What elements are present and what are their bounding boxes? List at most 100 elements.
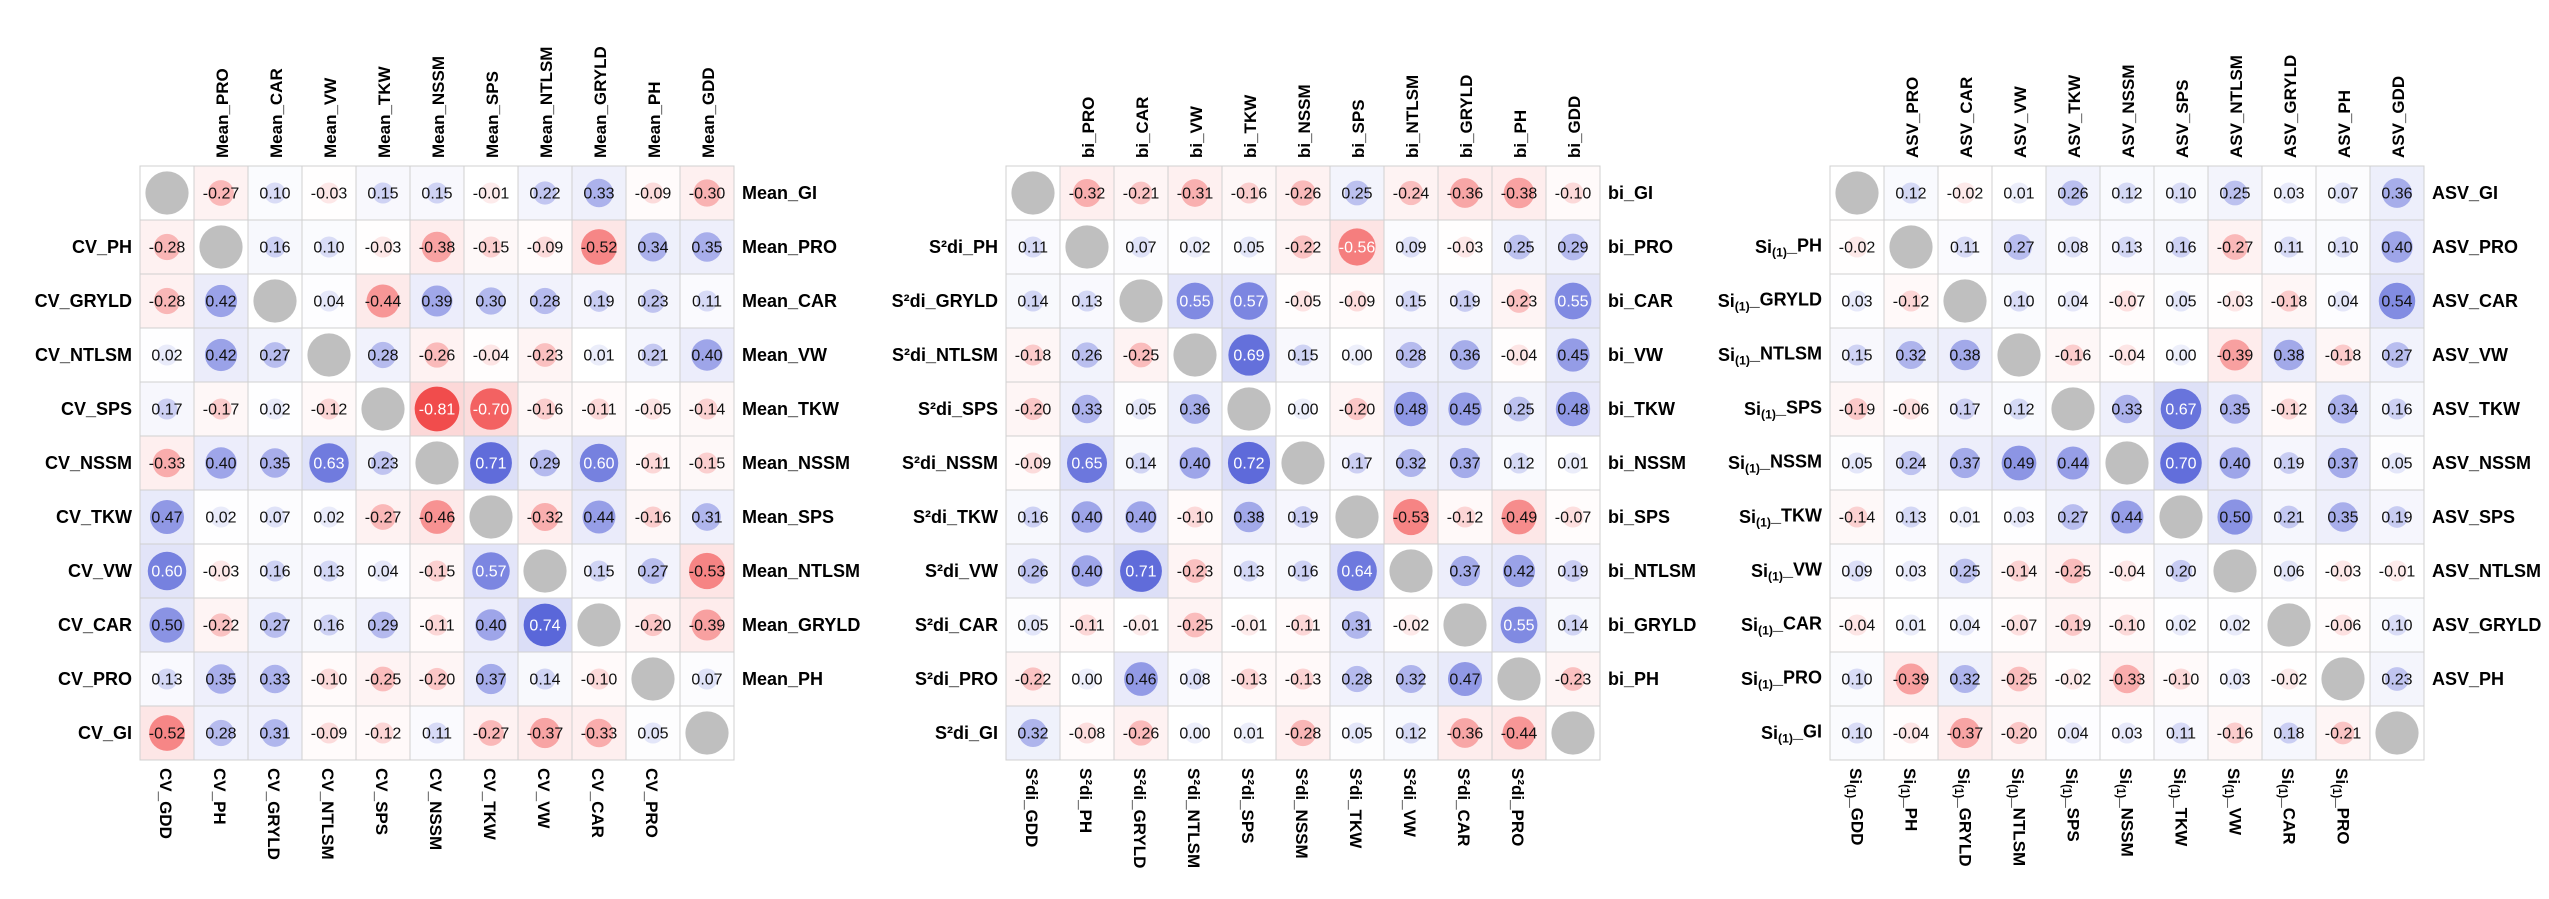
correlation-value: -0.07 xyxy=(2109,294,2146,311)
correlation-circle xyxy=(366,284,400,318)
correlation-value: 0.01 xyxy=(1233,726,1264,743)
correlation-value: 0.37 xyxy=(1449,456,1480,473)
bottom-axis-label: S²di_NTLSM xyxy=(1184,768,1203,868)
diagonal-marker xyxy=(1011,171,1055,215)
diagonal-marker xyxy=(631,657,675,701)
right-axis-label: Mean_VW xyxy=(742,345,827,365)
correlation-circle xyxy=(2110,500,2144,534)
correlation-value: 0.19 xyxy=(1557,564,1588,581)
correlation-circle xyxy=(641,343,665,367)
correlation-circle xyxy=(1900,560,1922,582)
diagonal-marker xyxy=(2267,603,2311,647)
correlation-value: 0.34 xyxy=(2327,402,2358,419)
cell-bg xyxy=(1059,489,1115,545)
right-axis-label: Mean_PRO xyxy=(742,237,837,257)
correlation-value: 0.10 xyxy=(2003,294,2034,311)
correlation-value: 0.13 xyxy=(1233,564,1264,581)
correlation-circle xyxy=(318,398,340,420)
correlation-circle xyxy=(1072,394,1102,424)
correlation-value: 0.19 xyxy=(1449,294,1480,311)
correlation-circle xyxy=(2062,344,2084,366)
correlation-circle xyxy=(1900,722,1922,744)
correlation-value: 0.12 xyxy=(1895,186,1926,203)
correlation-circle xyxy=(1228,334,1270,376)
right-axis-label: bi_NTLSM xyxy=(1608,561,1696,581)
correlation-value: -0.09 xyxy=(527,240,564,257)
correlation-circle xyxy=(372,560,394,582)
correlation-value: 0.40 xyxy=(1125,510,1156,527)
correlation-circle xyxy=(642,722,664,744)
correlation-value: -0.27 xyxy=(203,186,240,203)
correlation-circle xyxy=(2007,721,2031,745)
correlation-circle xyxy=(2381,231,2413,263)
correlation-circle xyxy=(1900,398,1922,420)
correlation-value: 0.14 xyxy=(1017,294,1048,311)
correlation-value: 0.11 xyxy=(2274,240,2304,257)
correlation-value: 0.23 xyxy=(637,294,668,311)
correlation-value: 0.36 xyxy=(1179,402,1210,419)
top-axis-label: bi_CAR xyxy=(1133,97,1152,158)
correlation-value: -0.27 xyxy=(2217,240,2254,257)
correlation-circle xyxy=(1400,290,1422,312)
correlation-value: -0.12 xyxy=(311,402,348,419)
correlation-value: -0.56 xyxy=(1339,240,1376,257)
correlation-panel-1: -0.27 0.10 -0.03 0.15 0.15 -0.01 0.22 0.33 -0.09… xyxy=(35,46,861,860)
correlation-circle xyxy=(1846,344,1868,366)
correlation-value: -0.03 xyxy=(311,186,348,203)
correlation-value: -0.39 xyxy=(689,618,726,635)
top-axis-label: ASV_SPS xyxy=(2173,80,2192,158)
correlation-value: 0.25 xyxy=(1503,402,1534,419)
correlation-circle xyxy=(640,558,666,584)
correlation-value: -0.19 xyxy=(1839,402,1876,419)
correlation-value: -0.26 xyxy=(419,348,456,365)
correlation-value: 0.05 xyxy=(1841,456,1872,473)
bottom-axis-label: S²di_VW xyxy=(1400,768,1419,838)
correlation-value: -0.04 xyxy=(473,348,510,365)
correlation-value: 0.19 xyxy=(2381,510,2412,527)
correlation-circle xyxy=(2112,664,2142,694)
correlation-circle xyxy=(1292,614,1314,636)
correlation-value: 0.04 xyxy=(2057,726,2088,743)
correlation-circle xyxy=(1500,606,1538,644)
correlation-circle xyxy=(372,722,394,744)
correlation-circle xyxy=(153,233,181,261)
correlation-circle xyxy=(1230,282,1268,320)
cell-bg xyxy=(2315,327,2371,383)
correlation-value: -0.26 xyxy=(1123,726,1160,743)
correlation-circle xyxy=(369,341,397,369)
correlation-circle xyxy=(1128,342,1154,368)
correlation-value: 0.28 xyxy=(529,294,560,311)
correlation-value: 0.30 xyxy=(475,294,506,311)
correlation-value: 0.12 xyxy=(2003,402,2034,419)
correlation-value: -0.25 xyxy=(365,672,402,689)
correlation-circle xyxy=(1290,180,1316,206)
correlation-value: 0.26 xyxy=(1071,348,1102,365)
correlation-value: 0.74 xyxy=(529,618,560,635)
cell-bg xyxy=(2369,651,2425,707)
correlation-circle xyxy=(2219,339,2251,371)
correlation-value: 0.37 xyxy=(1949,456,1980,473)
correlation-circle xyxy=(1508,452,1530,474)
correlation-value: -0.36 xyxy=(1447,186,1484,203)
correlation-circle xyxy=(2170,290,2192,312)
top-axis-label: Mean_PH xyxy=(645,81,664,158)
correlation-value: 0.35 xyxy=(2327,510,2358,527)
diagonal-marker xyxy=(253,279,297,323)
correlation-circle xyxy=(370,666,396,692)
bottom-axis-label: S²di_PH xyxy=(1076,768,1095,833)
correlation-value: 0.04 xyxy=(313,294,344,311)
right-axis-label: ASV_PH xyxy=(2432,669,2504,689)
correlation-circle xyxy=(2062,236,2084,258)
correlation-value: 0.15 xyxy=(1395,294,1426,311)
correlation-value: 0.16 xyxy=(259,564,290,581)
correlation-circle xyxy=(149,607,185,643)
correlation-value: 0.16 xyxy=(1287,564,1318,581)
correlation-circle xyxy=(1130,398,1152,420)
correlation-value: 0.29 xyxy=(529,456,560,473)
correlation-circle xyxy=(588,560,610,582)
bottom-axis-label: S²di_SPS xyxy=(1238,768,1257,844)
correlation-circle xyxy=(472,552,510,590)
correlation-value: 0.50 xyxy=(2219,510,2250,527)
correlation-value: -0.03 xyxy=(365,240,402,257)
